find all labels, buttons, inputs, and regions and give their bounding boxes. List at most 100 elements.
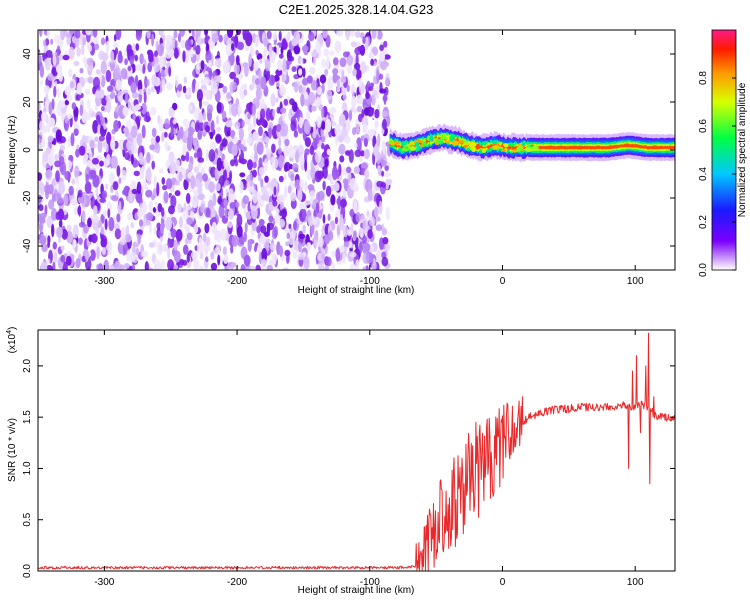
noise-speckle: [216, 126, 222, 132]
noise-speckle: [87, 217, 92, 228]
noise-speckle: [224, 179, 230, 186]
noise-speckle: [283, 98, 289, 106]
noise-speckle: [349, 263, 356, 270]
noise-speckle: [208, 149, 216, 162]
noise-speckle: [87, 44, 92, 52]
noise-speckle: [292, 251, 298, 259]
y-tick-label: 2.0: [22, 359, 33, 373]
noise-speckle: [79, 104, 84, 117]
noise-speckle: [101, 52, 109, 62]
noise-speckle: [186, 217, 193, 225]
noise-speckle: [342, 94, 347, 101]
noise-speckle: [39, 222, 43, 233]
noise-speckle: [340, 76, 347, 84]
noise-speckle: [381, 227, 388, 236]
noise-speckle: [210, 262, 218, 270]
noise-speckle: [197, 185, 203, 195]
noise-speckle: [102, 141, 107, 147]
noise-speckle: [54, 154, 59, 161]
noise-speckle: [96, 246, 100, 260]
signal-blob: [404, 146, 410, 149]
noise-speckle: [193, 166, 199, 174]
noise-speckle: [235, 55, 240, 66]
noise-speckle: [298, 154, 305, 166]
noise-speckle: [281, 74, 285, 83]
noise-speckle: [114, 228, 122, 240]
noise-speckle: [282, 58, 287, 72]
noise-speckle: [146, 79, 150, 87]
colorbar-tick-label: 0.0: [698, 263, 709, 277]
noise-speckle: [147, 62, 153, 73]
noise-speckle: [252, 131, 258, 142]
noise-speckle: [46, 258, 51, 265]
noise-speckle: [103, 105, 108, 113]
noise-speckle: [323, 131, 330, 138]
noise-speckle: [194, 152, 198, 159]
noise-speckle: [340, 198, 347, 208]
noise-speckle: [195, 44, 201, 55]
noise-speckle: [108, 264, 115, 270]
noise-speckle: [124, 58, 128, 66]
noise-speckle: [186, 88, 191, 97]
noise-speckle: [101, 235, 108, 248]
noise-speckle: [229, 202, 236, 209]
noise-speckle: [87, 98, 91, 110]
noise-speckle: [326, 55, 330, 70]
noise-speckle: [259, 234, 267, 245]
noise-speckle: [262, 132, 267, 143]
noise-speckle: [64, 99, 70, 106]
noise-speckle: [342, 190, 347, 198]
noise-speckle: [311, 216, 317, 226]
noise-speckle: [137, 233, 141, 245]
noise-speckle: [339, 155, 345, 163]
noise-speckle: [276, 59, 283, 71]
noise-speckle: [149, 144, 156, 151]
noise-speckle: [143, 217, 147, 227]
noise-speckle: [378, 200, 383, 215]
noise-speckle: [231, 143, 238, 157]
noise-speckle: [231, 43, 235, 52]
noise-speckle: [153, 62, 161, 73]
noise-speckle: [216, 101, 222, 114]
noise-speckle: [363, 107, 370, 116]
noise-speckle: [268, 259, 277, 266]
signal-blob: [492, 145, 499, 150]
noise-speckle: [377, 133, 381, 147]
noise-speckle: [50, 38, 54, 45]
noise-speckle: [205, 43, 210, 52]
noise-speckle: [127, 98, 134, 112]
noise-speckle: [326, 89, 333, 101]
noise-speckle: [74, 165, 80, 179]
noise-speckle: [118, 200, 122, 215]
noise-speckle: [195, 30, 202, 38]
noise-speckle: [301, 45, 309, 52]
noise-speckle: [238, 236, 245, 245]
noise-speckle: [225, 120, 233, 128]
noise-speckle: [165, 159, 170, 169]
noise-speckle: [39, 120, 45, 132]
snr-multiplier-exp: 4: [6, 330, 13, 334]
noise-speckle: [261, 248, 268, 262]
noise-speckle: [190, 210, 194, 219]
noise-speckle: [372, 145, 379, 157]
noise-speckle: [124, 126, 129, 138]
noise-speckle: [69, 80, 75, 89]
noise-speckle: [264, 175, 269, 183]
noise-speckle: [125, 233, 132, 243]
noise-speckle: [273, 225, 279, 238]
noise-speckle: [39, 65, 45, 78]
noise-speckle: [335, 134, 339, 146]
noise-speckle: [102, 210, 108, 217]
noise-speckle: [251, 189, 258, 204]
noise-speckle: [106, 153, 111, 166]
noise-speckle: [197, 157, 205, 163]
noise-speckle: [193, 189, 198, 198]
noise-speckle: [341, 102, 348, 113]
noise-speckle: [77, 205, 81, 216]
noise-speckle: [322, 214, 326, 224]
noise-speckle: [158, 168, 164, 174]
noise-speckle: [248, 53, 253, 67]
noise-speckle: [205, 125, 210, 133]
noise-speckle: [358, 78, 363, 87]
